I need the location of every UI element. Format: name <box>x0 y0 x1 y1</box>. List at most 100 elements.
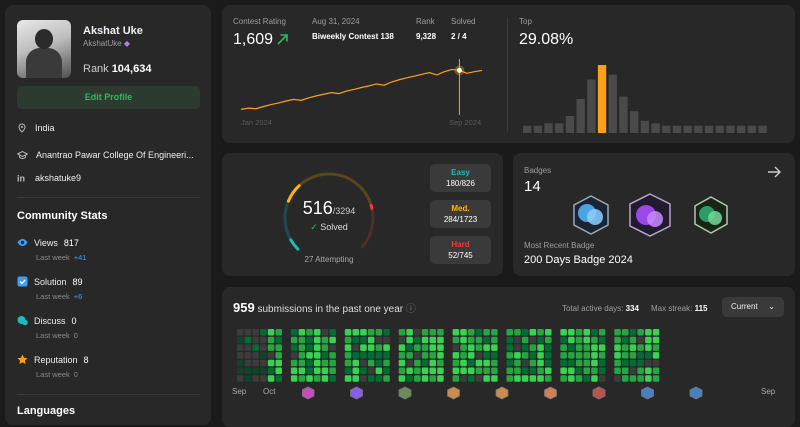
heatmap-cell <box>652 336 660 344</box>
monthly-badge-icon[interactable] <box>350 386 363 400</box>
heatmap-cell <box>591 336 598 344</box>
heatmap-cell <box>260 367 267 374</box>
heatmap-cell <box>406 336 413 344</box>
solved-progress-ring[interactable] <box>274 168 384 268</box>
heatmap-cell <box>383 367 390 374</box>
heatmap-cell <box>506 375 513 382</box>
heatmap-cell <box>367 367 375 374</box>
chevron-down-icon: ⌄ <box>768 302 775 311</box>
monthly-badge-icon[interactable] <box>689 386 703 400</box>
year-select[interactable]: Current ⌄ <box>722 297 784 317</box>
badge-row <box>573 193 728 237</box>
heatmap-cell <box>414 352 421 359</box>
heatmap-cell <box>252 359 259 367</box>
badge-50-days-icon[interactable] <box>573 195 609 235</box>
monthly-badge-icon[interactable] <box>641 386 654 400</box>
heatmap-cell <box>629 375 637 382</box>
badge-200-days-icon[interactable] <box>694 196 728 234</box>
monthly-badge-icon[interactable] <box>544 386 557 400</box>
heatmap-cell <box>383 352 390 359</box>
heatmap-cell <box>645 336 652 344</box>
heatmap-cell <box>521 359 529 367</box>
medium-box[interactable]: Med. 284/1723 <box>430 200 491 228</box>
edit-profile-button[interactable]: Edit Profile <box>17 86 200 109</box>
heatmap-cell <box>344 344 352 351</box>
contest-rating-value: 1,609 <box>233 31 274 48</box>
heatmap-cell <box>514 329 521 336</box>
heatmap-cell <box>352 329 359 336</box>
heatmap-cell <box>575 359 583 367</box>
avatar[interactable] <box>17 20 71 78</box>
heatmap-cell <box>529 367 537 374</box>
easy-box[interactable]: Easy 180/826 <box>430 164 491 192</box>
heatmap-cell <box>383 359 390 367</box>
heatmap-cell <box>560 352 567 359</box>
arrow-right-icon[interactable] <box>767 166 781 178</box>
monthly-badge-icon[interactable] <box>302 386 315 400</box>
monthly-badge-icon[interactable] <box>398 386 412 400</box>
heatmap-cell <box>244 329 252 336</box>
histogram-bar <box>597 65 607 133</box>
heatmap-cell <box>583 329 590 336</box>
heatmap-cell <box>598 344 606 351</box>
monthly-badge-icon[interactable] <box>495 386 509 400</box>
heatmap-cell <box>398 344 406 351</box>
heatmap-cell <box>267 367 275 374</box>
histogram-bar <box>544 123 553 133</box>
heatmap-cell <box>491 375 498 382</box>
contest-solved-value: 2 / 4 <box>451 32 467 41</box>
heatmap-cell <box>252 375 259 382</box>
heatmap-cell <box>367 359 375 367</box>
heatmap-cell <box>360 336 367 344</box>
heatmap-cell <box>575 344 583 351</box>
badge-100-days-icon[interactable] <box>629 193 671 237</box>
submission-heatmap-grid[interactable] <box>234 327 784 385</box>
heatmap-cell <box>591 359 598 367</box>
heatmap-cell <box>452 336 460 344</box>
heatmap-cell <box>375 329 383 336</box>
heatmap-cell <box>260 336 267 344</box>
histogram-bar <box>651 123 660 133</box>
medium-ring-progress <box>286 184 301 203</box>
info-icon[interactable]: ⓘ <box>405 304 416 315</box>
heatmap-cell <box>583 367 590 374</box>
axis-start-label: Jan 2024 <box>241 118 272 127</box>
heatmap-cell <box>637 329 644 336</box>
heatmap-cell <box>375 336 383 344</box>
heatmap-cell <box>375 359 383 367</box>
heatmap-cell <box>429 336 436 344</box>
profile-card: Akshat Uke AkshatUke ◆ Rank 104,634 Edit … <box>5 5 211 425</box>
monthly-badge-icon[interactable] <box>592 386 606 400</box>
monthly-badge-icon[interactable] <box>447 386 460 400</box>
linkedin-row[interactable]: in akshatuke9 <box>17 173 82 183</box>
heatmap-cell <box>583 344 590 351</box>
heatmap-cell <box>398 359 406 367</box>
heatmap-cell <box>645 375 652 382</box>
histogram-bar <box>630 111 639 133</box>
heatmap-cell <box>598 336 606 344</box>
heatmap-cell <box>244 375 252 382</box>
heatmap-cell <box>506 329 513 336</box>
heatmap-cell <box>406 375 413 382</box>
heatmap-cell <box>437 359 444 367</box>
heatmap-cell <box>483 344 490 351</box>
stat-discuss-lastweek: Last week 0 <box>36 331 78 340</box>
rating-line-chart[interactable]: Jan 2024 Sep 2024 <box>237 55 492 127</box>
heatmap-cell <box>421 352 429 359</box>
heatmap-cell <box>360 352 367 359</box>
heatmap-cell <box>645 329 652 336</box>
heatmap-cell <box>406 329 413 336</box>
histogram-bar <box>726 125 735 133</box>
heatmap-cell <box>452 375 460 382</box>
heatmap-cell <box>537 367 544 374</box>
heatmap-cell <box>645 344 652 351</box>
heatmap-cell <box>298 344 306 351</box>
hard-box[interactable]: Hard 52/745 <box>430 236 491 264</box>
heatmap-cell <box>629 329 637 336</box>
heatmap-cell <box>591 344 598 351</box>
heatmap-cell <box>468 359 475 367</box>
heatmap-cell <box>652 329 660 336</box>
heatmap-cell <box>506 367 513 374</box>
histogram-bar <box>747 125 756 133</box>
heatmap-cell <box>475 375 483 382</box>
